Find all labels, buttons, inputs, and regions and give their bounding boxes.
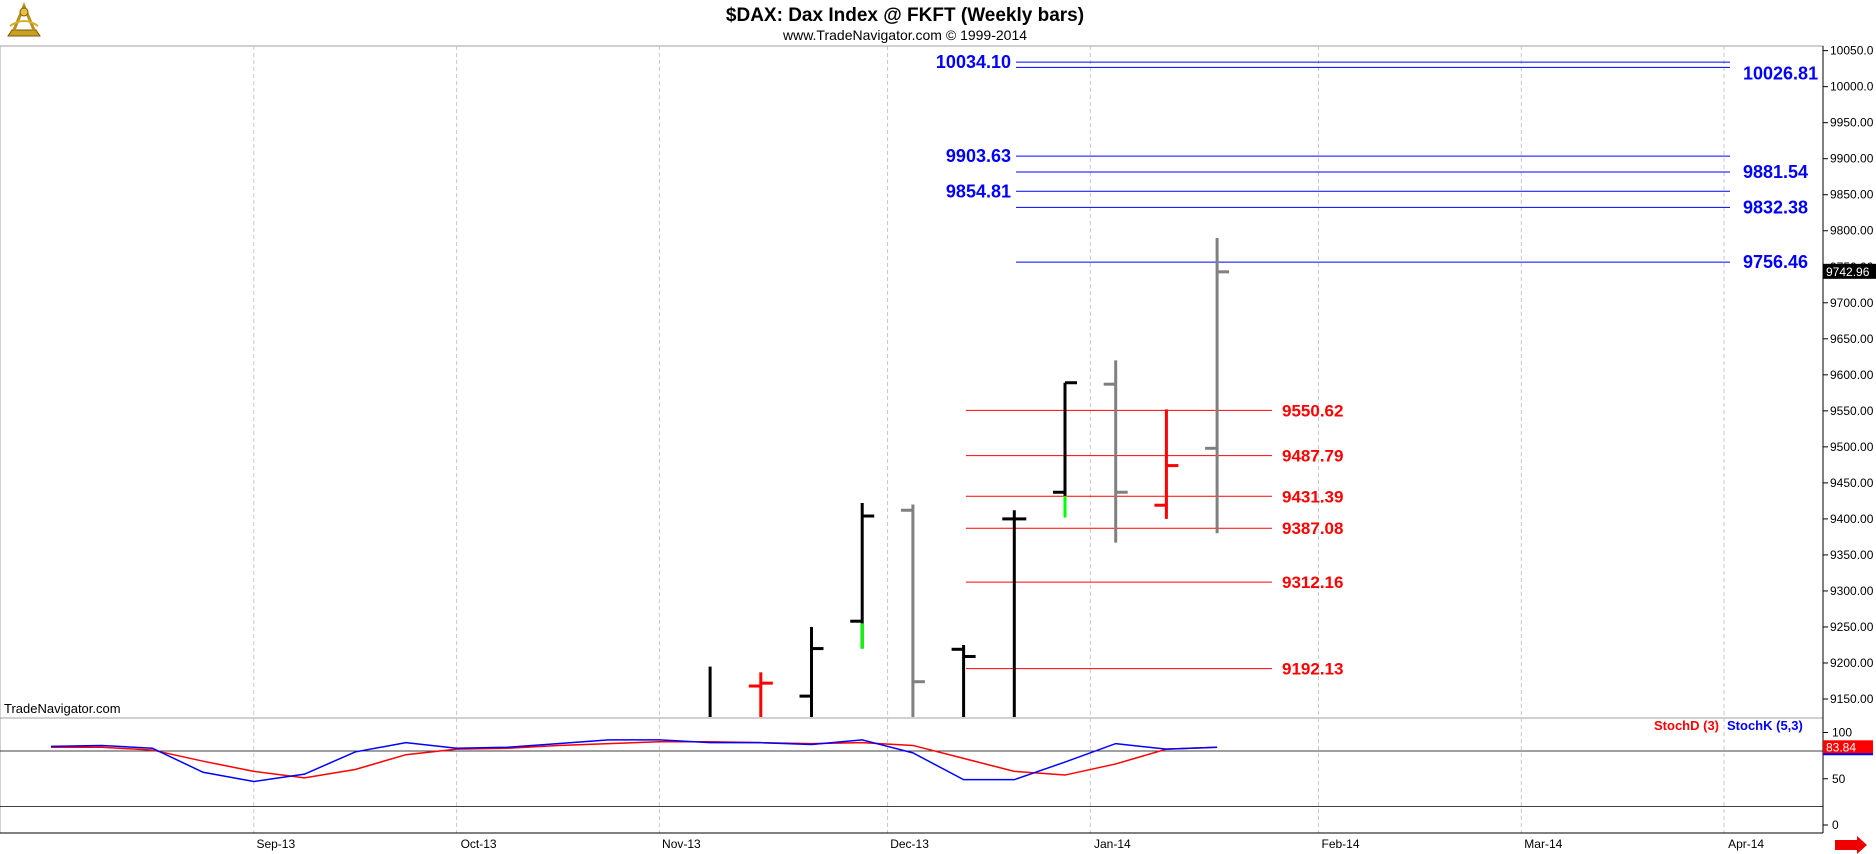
price-tick-label: 9600.00	[1830, 368, 1874, 382]
chart-subtitle: www.TradeNavigator.com © 1999-2014	[782, 27, 1027, 43]
price-tick-label: 9900.00	[1830, 152, 1874, 166]
month-label: Oct-13	[461, 837, 497, 851]
stoch-d-line	[51, 741, 1218, 779]
blue-level-label-left: 9854.81	[946, 181, 1011, 201]
stoch-d-legend: StochD (3)	[1654, 718, 1719, 733]
stoch-value-marker	[1823, 740, 1873, 755]
sextant-logo-icon	[7, 2, 41, 37]
red-level-label: 9312.16	[1282, 573, 1343, 592]
price-tick-label: 9850.00	[1830, 188, 1874, 202]
blue-level-label-right: 10026.81	[1743, 63, 1818, 83]
red-level-label: 9192.13	[1282, 660, 1343, 679]
chart-title: $DAX: Dax Index @ FKFT (Weekly bars)	[726, 5, 1084, 26]
blue-level-label-left: 9903.63	[946, 146, 1011, 166]
price-tick-label: 9350.00	[1830, 548, 1874, 562]
price-tick-label: 9150.00	[1830, 692, 1874, 706]
blue-level-label-right: 9832.38	[1743, 197, 1808, 217]
red-level-label: 9431.39	[1282, 487, 1343, 506]
month-label: Mar-14	[1524, 837, 1562, 851]
stochastic-pane	[0, 717, 1824, 834]
month-label: Nov-13	[662, 837, 701, 851]
last-price-label: 9742.96	[1826, 265, 1870, 279]
price-axis-area	[1823, 46, 1876, 833]
price-tick-label: 9800.00	[1830, 224, 1874, 238]
stoch-value-label: 83.84	[1826, 740, 1856, 754]
right-arrow-icon[interactable]	[1835, 836, 1867, 854]
price-tick-label: 9400.00	[1830, 512, 1874, 526]
month-label: Apr-14	[1728, 837, 1764, 851]
price-tick-label: 9550.00	[1830, 404, 1874, 418]
month-label: Sep-13	[256, 837, 295, 851]
stoch-k-legend: StochK (5,3)	[1727, 718, 1803, 733]
price-tick-label: 10000.0	[1830, 80, 1874, 94]
month-label: Dec-13	[890, 837, 929, 851]
price-tick-label: 9200.00	[1830, 656, 1874, 670]
stoch-tick-label: 50	[1832, 772, 1846, 786]
month-label: Jan-14	[1094, 837, 1131, 851]
red-level-label: 9487.79	[1282, 447, 1343, 466]
red-level-label: 9387.08	[1282, 519, 1343, 538]
price-tick-label: 9650.00	[1830, 332, 1874, 346]
last-price-marker	[1823, 263, 1876, 279]
watermark-text: TradeNavigator.com	[4, 701, 121, 716]
time-axis-area	[0, 833, 1876, 854]
price-tick-label: 9300.00	[1830, 584, 1874, 598]
price-tick-label: 9500.00	[1830, 440, 1874, 454]
stoch-k-line	[50, 739, 1218, 783]
stoch-tick-label: 0	[1832, 818, 1839, 832]
price-tick-label: 9700.00	[1830, 296, 1874, 310]
price-tick-label: 9250.00	[1830, 620, 1874, 634]
blue-level-label-right: 9881.54	[1743, 162, 1808, 182]
header-band	[0, 0, 1876, 46]
blue-level-label-right: 9756.46	[1743, 252, 1808, 272]
price-tick-label: 10050.0	[1830, 44, 1874, 58]
stoch-tick-label: 100	[1832, 726, 1852, 740]
month-label: Feb-14	[1321, 837, 1359, 851]
blue-level-label-left: 10034.10	[936, 52, 1011, 72]
red-level-label: 9550.62	[1282, 401, 1343, 420]
price-tick-label: 9950.00	[1830, 116, 1874, 130]
price-tick-label: 9450.00	[1830, 476, 1874, 490]
